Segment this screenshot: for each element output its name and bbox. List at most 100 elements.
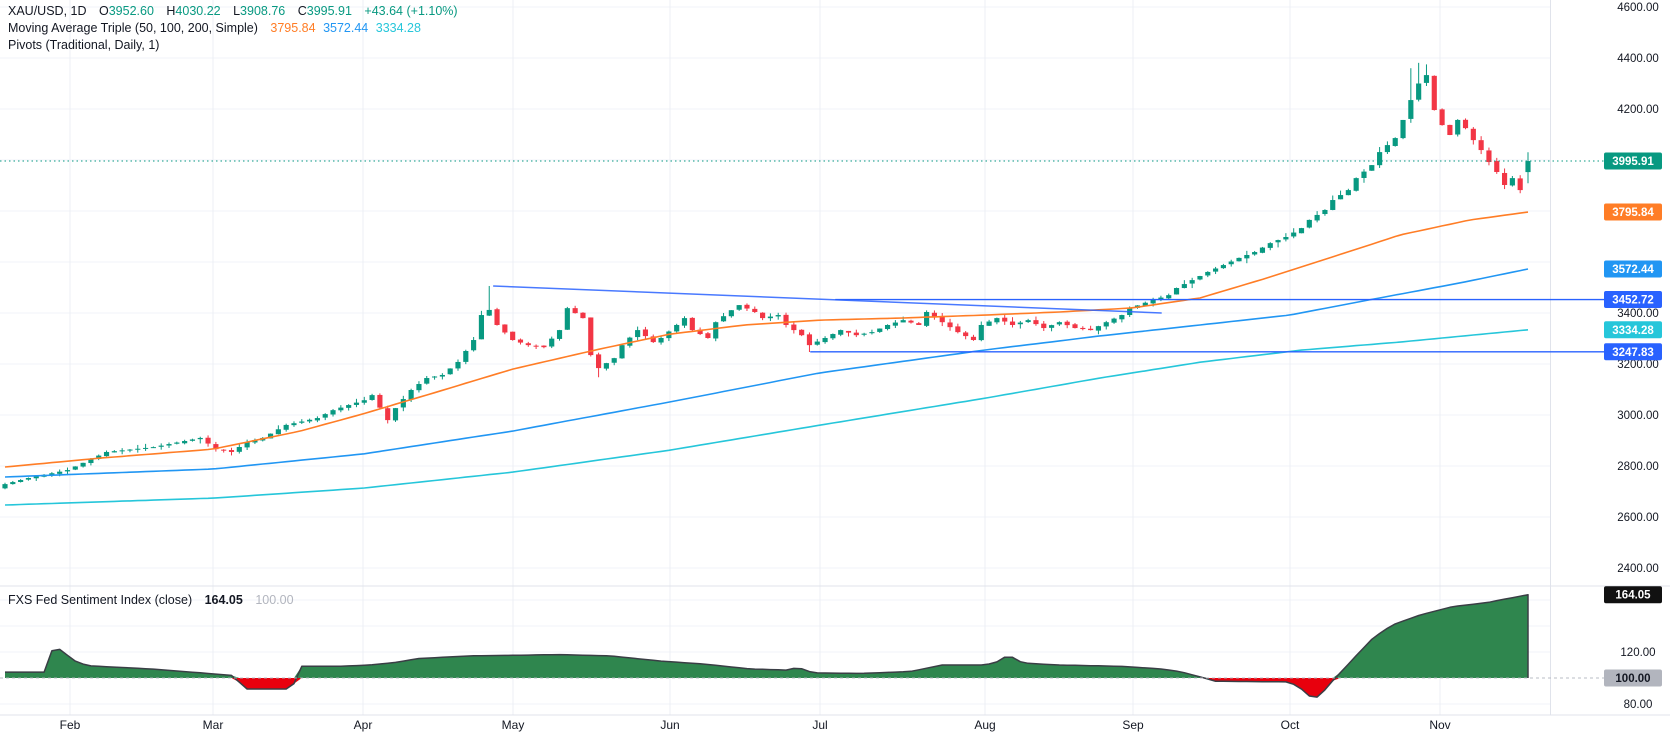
candle-body	[1455, 119, 1461, 135]
candle-body	[1525, 161, 1531, 173]
candle-body	[1462, 119, 1469, 129]
candle-body	[955, 326, 961, 333]
candle-body	[252, 439, 258, 443]
candle-body	[1470, 128, 1476, 141]
candle-body	[25, 477, 32, 480]
candle-body	[143, 447, 149, 449]
price-badge-bg	[1604, 321, 1662, 339]
candle-body	[1142, 302, 1148, 306]
candle-body	[1509, 178, 1515, 186]
candle-body	[1205, 271, 1211, 276]
candle-body	[1119, 315, 1125, 320]
candle-body	[1197, 276, 1203, 280]
candle-body	[1017, 322, 1023, 325]
candle-body	[1002, 317, 1008, 322]
candle-body	[416, 384, 422, 391]
candle-body	[916, 323, 922, 325]
candle-body	[408, 390, 414, 400]
candle-body	[228, 450, 235, 452]
candle-body	[431, 376, 438, 378]
candle-body	[1392, 138, 1398, 146]
sentiment-badge-label: 100.00	[1615, 673, 1650, 685]
candle-body	[517, 339, 524, 343]
candle-body	[2, 484, 8, 489]
candle-body	[424, 378, 430, 384]
candle-body	[728, 310, 734, 317]
candle-body	[463, 350, 469, 362]
price-badge-label: 3452.72	[1612, 295, 1654, 307]
candle-body	[603, 363, 609, 369]
candle-body	[713, 322, 719, 339]
candle-body	[642, 329, 649, 337]
candle-body	[877, 328, 883, 332]
time-axis-month-label: Jul	[812, 718, 827, 732]
sentiment-line	[5, 593, 1529, 698]
candle-body	[1423, 75, 1430, 83]
candle-body	[760, 312, 766, 319]
candle-body	[767, 316, 773, 319]
candle-body	[1103, 322, 1109, 327]
candle-body	[1173, 288, 1180, 295]
candle-body	[57, 471, 63, 474]
candle-body	[924, 311, 930, 326]
candle-body	[596, 354, 602, 369]
sentiment-axis-tick-label: 80.00	[1624, 699, 1653, 711]
candle-body	[369, 395, 375, 400]
candle-body	[611, 358, 617, 363]
candle-body	[1330, 200, 1336, 210]
candle-body	[1166, 295, 1172, 299]
candle-body	[400, 399, 406, 408]
price-badge-label: 3334.28	[1612, 325, 1654, 337]
candle-body	[705, 333, 711, 338]
time-axis-month-label: Sep	[1122, 718, 1144, 732]
candle-body	[197, 437, 203, 440]
candle-body	[267, 433, 274, 439]
descending-trendline	[493, 285, 1162, 314]
candle-body	[1111, 318, 1117, 323]
candle-body	[150, 447, 156, 449]
candle-body	[299, 421, 305, 423]
candle-body	[1064, 321, 1070, 326]
time-axis-month-label: Jun	[660, 718, 679, 732]
candle-body	[674, 324, 680, 332]
candle-body	[533, 345, 539, 347]
candle-body	[1431, 75, 1437, 111]
time-axis-month-label: Feb	[60, 718, 81, 732]
candle-body	[353, 402, 360, 405]
price-axis-tick-label: 4200.00	[1617, 104, 1659, 116]
price-axis-tick-label: 2800.00	[1617, 461, 1659, 473]
price-axis-tick-label: 3400.00	[1617, 308, 1659, 320]
candle-body	[1439, 109, 1445, 126]
candle-body	[744, 304, 750, 309]
candle-body	[814, 341, 820, 345]
candle-body	[221, 449, 227, 451]
candle-body	[1228, 261, 1234, 265]
candle-body	[213, 444, 219, 450]
sentiment-badge-label: 164.05	[1615, 590, 1651, 602]
candle-body	[18, 480, 24, 482]
candle-body	[556, 330, 563, 339]
candle-body	[1275, 240, 1281, 243]
price-axis-tick-label: 2400.00	[1617, 563, 1659, 575]
candle-body	[525, 343, 531, 346]
candle-body	[658, 337, 664, 343]
candle-body	[478, 315, 485, 340]
candle-body	[572, 308, 578, 314]
candle-body	[900, 320, 906, 323]
candle-body	[174, 442, 180, 444]
candle-body	[49, 473, 55, 476]
candle-body	[963, 332, 969, 337]
candle-body	[1384, 145, 1390, 153]
candle-body	[346, 405, 352, 408]
candle-body	[1033, 320, 1039, 325]
candle-body	[1041, 323, 1047, 329]
candle-body	[72, 466, 78, 470]
candle-body	[1314, 214, 1320, 221]
candle-body	[783, 314, 789, 325]
time-axis-month-label: Aug	[974, 718, 995, 732]
time-axis-month-label: Nov	[1429, 718, 1450, 732]
candle-body	[1252, 252, 1258, 255]
candle-body	[736, 305, 742, 310]
candle-body	[307, 419, 313, 422]
